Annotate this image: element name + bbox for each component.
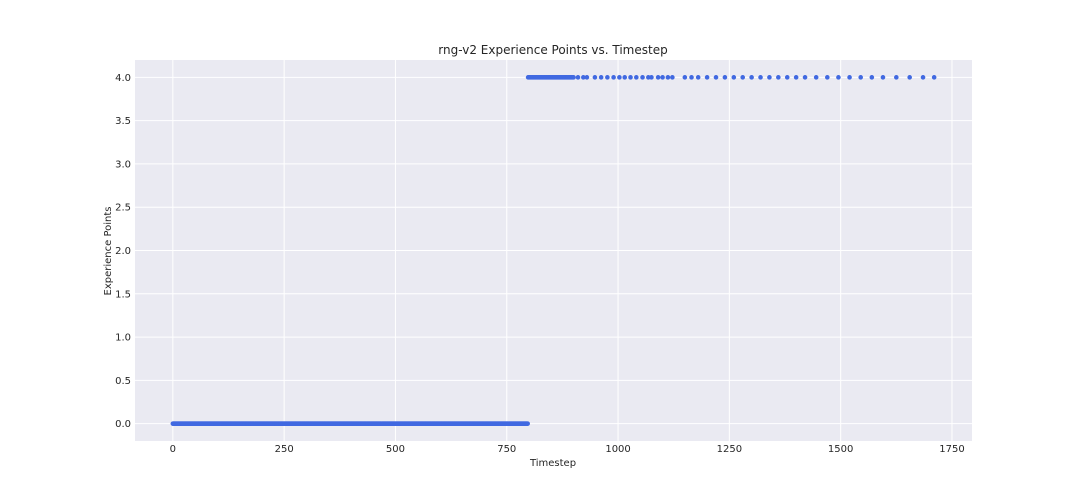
data-point <box>704 75 710 80</box>
data-point <box>617 75 622 80</box>
data-point <box>847 75 852 80</box>
data-point <box>907 75 912 80</box>
data-point <box>880 75 886 80</box>
data-point <box>660 75 665 80</box>
data-point <box>628 75 633 80</box>
data-point <box>611 75 616 80</box>
data-point <box>670 75 675 80</box>
data-point <box>869 75 875 80</box>
data-point <box>722 75 728 80</box>
data-point <box>622 75 628 80</box>
data-point <box>584 75 590 80</box>
chart-title: rng-v2 Experience Points vs. Timestep <box>438 43 667 57</box>
data-point <box>749 75 754 80</box>
data-point <box>731 75 737 80</box>
data-point <box>776 75 781 80</box>
y-tick-label: 4.0 <box>115 73 131 84</box>
x-tick-label: 0 <box>170 444 176 455</box>
data-point <box>793 75 799 80</box>
data-point <box>713 75 719 80</box>
x-tick-label: 1500 <box>828 444 853 455</box>
data-point <box>758 75 763 80</box>
data-point <box>665 75 671 80</box>
data-point <box>836 75 841 80</box>
data-point <box>592 75 598 80</box>
data-point <box>740 75 746 80</box>
data-point <box>689 75 694 80</box>
data-point <box>920 75 926 80</box>
data-point <box>598 75 604 80</box>
data-point <box>931 75 937 80</box>
y-tick-label: 2.0 <box>115 246 131 257</box>
data-point <box>605 75 610 80</box>
x-axis-ticks: 0 250 500 750 1000 1250 1500 1750 <box>170 444 965 455</box>
data-point <box>571 75 576 80</box>
data-point <box>634 75 639 80</box>
y-axis-ticks: 0.0 0.5 1.0 1.5 2.0 2.5 3.0 3.5 4.0 <box>115 73 131 430</box>
x-tick-label: 1750 <box>939 444 964 455</box>
data-point <box>640 75 645 80</box>
y-tick-label: 1.0 <box>115 333 131 344</box>
data-point <box>767 75 772 80</box>
y-tick-label: 3.0 <box>115 159 131 170</box>
y-tick-label: 3.5 <box>115 116 131 127</box>
x-tick-label: 500 <box>386 444 405 455</box>
data-points <box>170 75 937 426</box>
data-point <box>894 75 899 80</box>
data-point <box>813 75 819 80</box>
x-tick-label: 750 <box>497 444 516 455</box>
data-point <box>858 75 863 80</box>
y-tick-label: 2.5 <box>115 203 131 214</box>
data-point <box>682 75 688 80</box>
data-point <box>575 75 581 80</box>
y-tick-label: 1.5 <box>115 289 131 300</box>
x-tick-label: 1000 <box>605 444 630 455</box>
y-tick-label: 0.5 <box>115 376 131 387</box>
x-axis-label: Timestep <box>529 458 576 469</box>
data-point <box>802 75 808 80</box>
data-point <box>695 75 701 80</box>
gridlines <box>135 60 972 441</box>
x-tick-label: 1250 <box>717 444 742 455</box>
y-tick-label: 0.0 <box>115 419 131 430</box>
data-point <box>784 75 790 80</box>
data-point <box>581 75 586 80</box>
y-axis-label: Experience Points <box>103 207 114 296</box>
data-point <box>655 75 661 80</box>
data-point <box>525 421 530 426</box>
x-tick-label: 250 <box>275 444 294 455</box>
data-point <box>649 75 654 80</box>
data-point <box>825 75 830 80</box>
